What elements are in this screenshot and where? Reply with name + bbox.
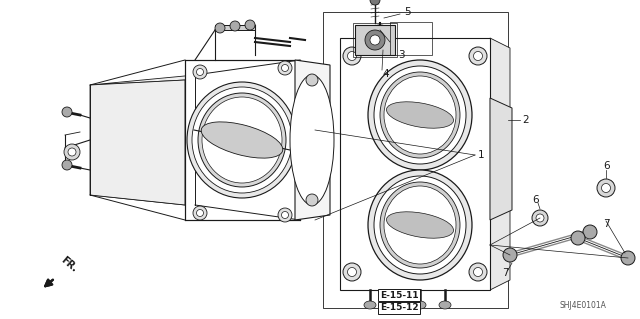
Text: FR.: FR.	[59, 255, 79, 274]
Ellipse shape	[215, 23, 225, 33]
Ellipse shape	[62, 107, 72, 117]
Ellipse shape	[278, 61, 292, 75]
Ellipse shape	[343, 263, 361, 281]
Ellipse shape	[343, 47, 361, 65]
Ellipse shape	[439, 301, 451, 309]
Ellipse shape	[306, 194, 318, 206]
Ellipse shape	[371, 25, 389, 35]
Ellipse shape	[571, 231, 585, 245]
Ellipse shape	[374, 66, 466, 164]
Ellipse shape	[374, 176, 466, 274]
Text: 5: 5	[404, 7, 411, 17]
Ellipse shape	[389, 301, 401, 309]
Text: 2: 2	[522, 115, 529, 125]
Polygon shape	[90, 75, 300, 85]
Ellipse shape	[387, 102, 454, 128]
Ellipse shape	[196, 210, 204, 217]
Polygon shape	[185, 60, 300, 220]
Text: 1: 1	[478, 150, 484, 160]
Polygon shape	[340, 38, 490, 290]
Ellipse shape	[583, 225, 597, 239]
Ellipse shape	[368, 60, 472, 170]
Bar	[390, 22, 432, 55]
Ellipse shape	[68, 148, 76, 156]
Ellipse shape	[384, 186, 456, 264]
Ellipse shape	[193, 65, 207, 79]
Ellipse shape	[192, 87, 292, 193]
Bar	[353, 23, 397, 57]
Ellipse shape	[380, 72, 460, 158]
Ellipse shape	[370, 35, 380, 45]
Ellipse shape	[414, 301, 426, 309]
Ellipse shape	[348, 268, 356, 277]
Ellipse shape	[282, 211, 289, 219]
Polygon shape	[215, 25, 255, 30]
Text: SHJ4E0101A: SHJ4E0101A	[560, 300, 607, 309]
Polygon shape	[90, 80, 185, 205]
Ellipse shape	[365, 30, 385, 50]
Polygon shape	[90, 195, 300, 210]
Text: 6: 6	[532, 195, 539, 205]
Ellipse shape	[368, 170, 472, 280]
Ellipse shape	[597, 179, 615, 197]
Text: E-15-12: E-15-12	[380, 303, 419, 313]
Ellipse shape	[602, 183, 611, 192]
Text: 7: 7	[502, 268, 509, 278]
Text: 4: 4	[382, 69, 388, 79]
Ellipse shape	[370, 0, 380, 5]
Ellipse shape	[201, 122, 283, 158]
Ellipse shape	[621, 251, 635, 265]
Ellipse shape	[503, 248, 517, 262]
Ellipse shape	[202, 97, 282, 183]
Ellipse shape	[196, 69, 204, 76]
Polygon shape	[490, 38, 510, 290]
Ellipse shape	[230, 21, 240, 31]
Text: 3: 3	[398, 50, 404, 60]
Ellipse shape	[282, 64, 289, 71]
Ellipse shape	[198, 93, 286, 187]
Ellipse shape	[348, 51, 356, 61]
Polygon shape	[490, 98, 512, 220]
Ellipse shape	[384, 76, 456, 154]
Ellipse shape	[193, 206, 207, 220]
Ellipse shape	[380, 182, 460, 268]
Ellipse shape	[64, 144, 80, 160]
Bar	[323, 12, 508, 308]
Polygon shape	[295, 60, 330, 220]
Ellipse shape	[469, 263, 487, 281]
Text: E-15-11: E-15-11	[380, 291, 419, 300]
Ellipse shape	[290, 75, 334, 205]
Ellipse shape	[278, 208, 292, 222]
Text: 7: 7	[603, 219, 610, 229]
Ellipse shape	[532, 210, 548, 226]
Ellipse shape	[62, 160, 72, 170]
Ellipse shape	[306, 74, 318, 86]
Polygon shape	[355, 25, 395, 55]
Ellipse shape	[387, 212, 454, 238]
Ellipse shape	[364, 301, 376, 309]
Text: 6: 6	[603, 161, 610, 171]
Ellipse shape	[474, 51, 483, 61]
Ellipse shape	[474, 268, 483, 277]
Ellipse shape	[469, 47, 487, 65]
Ellipse shape	[536, 214, 544, 222]
Ellipse shape	[245, 20, 255, 30]
Ellipse shape	[187, 82, 297, 198]
